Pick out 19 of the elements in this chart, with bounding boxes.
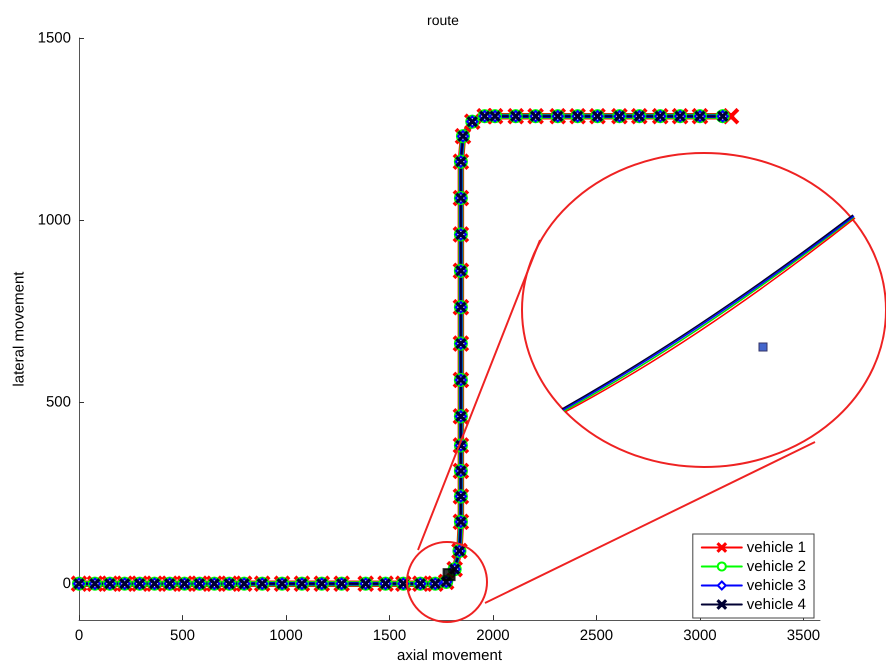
legend-label: vehicle 4 xyxy=(746,596,806,613)
y-tick-label: 500 xyxy=(46,393,71,410)
y-tick-label: 0 xyxy=(62,575,71,592)
legend-label: vehicle 3 xyxy=(746,577,806,594)
x-tick-label: 1000 xyxy=(269,627,303,644)
legend-label: vehicle 1 xyxy=(746,539,806,556)
x-tick-label: 0 xyxy=(74,627,84,644)
x-axis-title: axial movement xyxy=(396,647,503,664)
x-tick-label: 2000 xyxy=(476,627,510,644)
x-tick-label: 3000 xyxy=(683,627,717,644)
y-tick-label: 1000 xyxy=(38,211,71,228)
legend-label: vehicle 2 xyxy=(746,558,806,575)
x-tick-label: 3500 xyxy=(786,627,820,644)
chart-title: route xyxy=(427,12,460,28)
y-tick-label: 1500 xyxy=(38,30,71,46)
x-tick-label: 2500 xyxy=(580,627,614,644)
x-tick-label: 1500 xyxy=(372,627,406,644)
x-tick-label: 500 xyxy=(170,627,196,644)
y-axis-title: lateral movement xyxy=(10,270,28,387)
